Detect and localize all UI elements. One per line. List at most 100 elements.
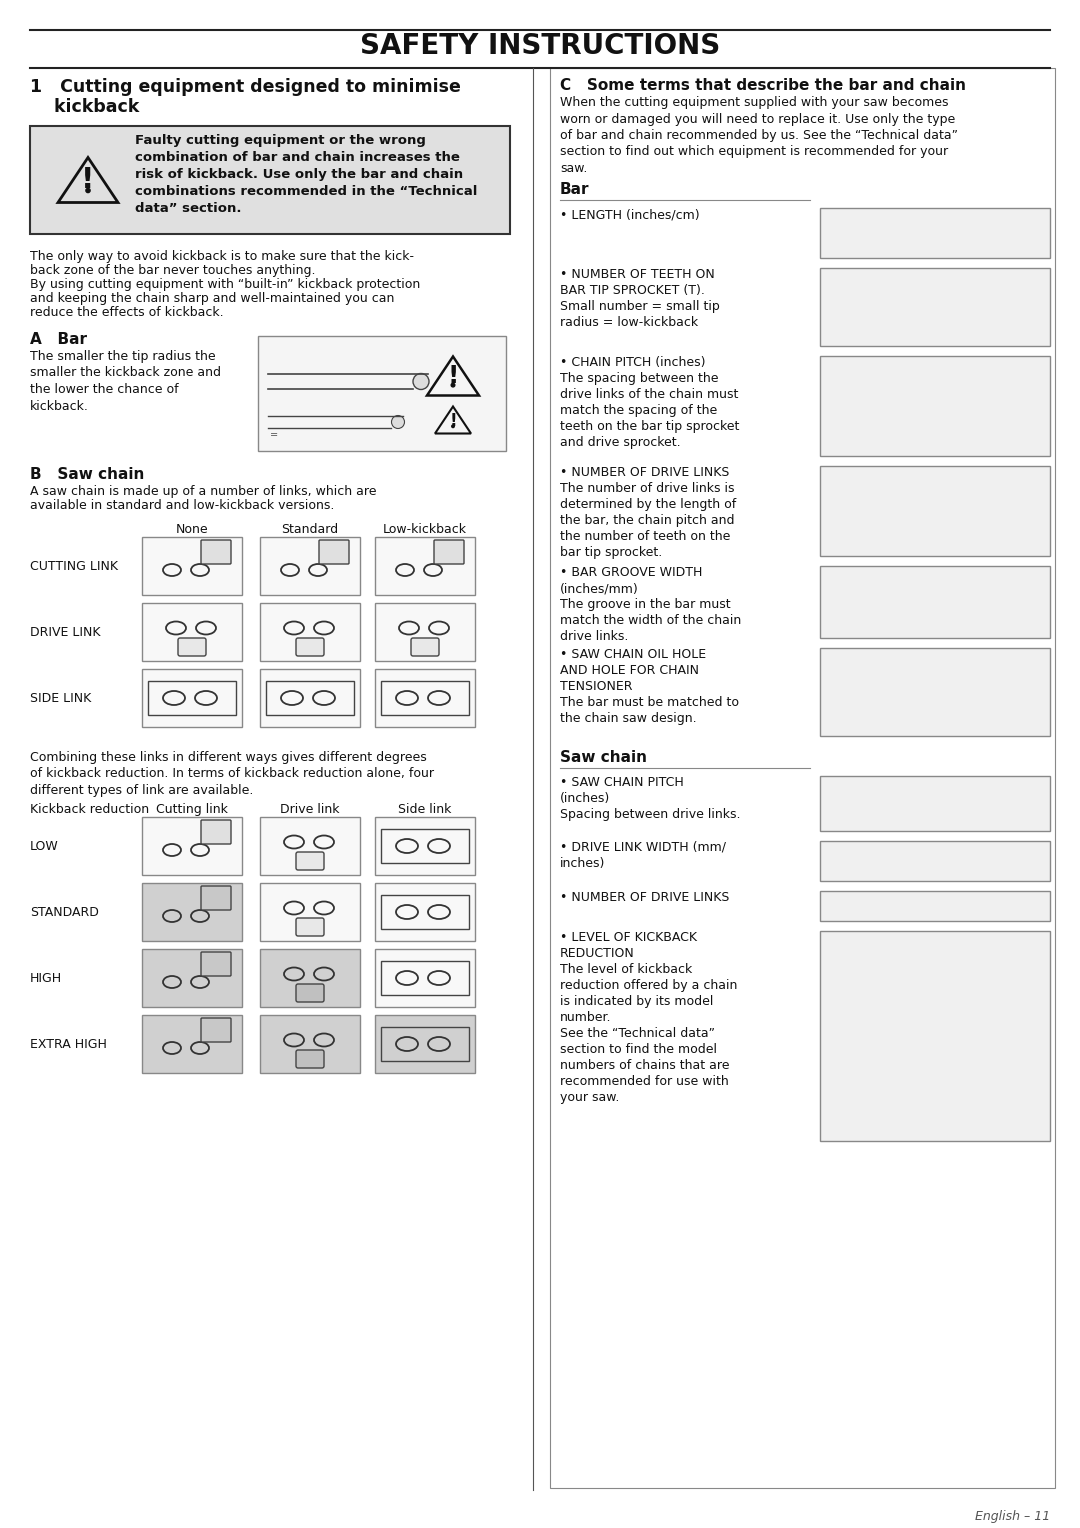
Bar bbox=[260, 1015, 360, 1073]
Text: Combining these links in different ways gives different degrees
of kickback redu: Combining these links in different ways … bbox=[30, 750, 434, 798]
Bar bbox=[381, 895, 469, 929]
Bar bbox=[375, 1015, 475, 1073]
FancyBboxPatch shape bbox=[296, 918, 324, 937]
Text: When the cutting equipment supplied with your saw becomes
worn or damaged you wi: When the cutting equipment supplied with… bbox=[561, 96, 958, 176]
Text: • LENGTH (inches/cm): • LENGTH (inches/cm) bbox=[561, 208, 700, 222]
FancyBboxPatch shape bbox=[296, 1050, 324, 1068]
Text: None: None bbox=[176, 523, 208, 536]
Text: Kickback reduction: Kickback reduction bbox=[30, 804, 149, 816]
Text: LOW: LOW bbox=[30, 839, 58, 853]
Text: • SAW CHAIN PITCH
(inches)
Spacing between drive links.: • SAW CHAIN PITCH (inches) Spacing betwe… bbox=[561, 776, 741, 821]
Bar bbox=[141, 536, 242, 594]
Bar bbox=[550, 69, 1055, 1488]
Text: Standard: Standard bbox=[282, 523, 338, 536]
Text: • DRIVE LINK WIDTH (mm/
inches): • DRIVE LINK WIDTH (mm/ inches) bbox=[561, 840, 726, 869]
Text: HIGH: HIGH bbox=[30, 972, 63, 984]
Bar bbox=[820, 208, 1050, 258]
Bar bbox=[820, 891, 1050, 921]
Text: Bar: Bar bbox=[561, 182, 590, 197]
Text: Drive link: Drive link bbox=[280, 804, 340, 816]
Text: reduce the effects of kickback.: reduce the effects of kickback. bbox=[30, 306, 224, 319]
Bar bbox=[260, 669, 360, 727]
Text: Low-kickback: Low-kickback bbox=[383, 523, 467, 536]
Text: Saw chain: Saw chain bbox=[561, 750, 647, 766]
FancyBboxPatch shape bbox=[296, 853, 324, 869]
Text: =: = bbox=[270, 429, 279, 440]
Text: Faulty cutting equipment or the wrong
combination of bar and chain increases the: Faulty cutting equipment or the wrong co… bbox=[135, 134, 477, 215]
FancyBboxPatch shape bbox=[201, 539, 231, 564]
Bar bbox=[141, 949, 242, 1007]
Bar bbox=[381, 961, 469, 995]
Text: 1   Cutting equipment designed to minimise: 1 Cutting equipment designed to minimise bbox=[30, 78, 461, 96]
Bar bbox=[266, 681, 354, 715]
Text: • NUMBER OF DRIVE LINKS: • NUMBER OF DRIVE LINKS bbox=[561, 891, 729, 905]
Bar bbox=[820, 466, 1050, 556]
Text: STANDARD: STANDARD bbox=[30, 906, 99, 918]
Text: !: ! bbox=[447, 364, 459, 388]
Text: EXTRA HIGH: EXTRA HIGH bbox=[30, 1038, 107, 1051]
Text: B   Saw chain: B Saw chain bbox=[30, 468, 145, 481]
FancyBboxPatch shape bbox=[434, 539, 464, 564]
Bar bbox=[148, 681, 237, 715]
FancyBboxPatch shape bbox=[201, 952, 231, 976]
Bar bbox=[260, 949, 360, 1007]
Bar bbox=[141, 1015, 242, 1073]
Bar bbox=[820, 267, 1050, 345]
Text: kickback: kickback bbox=[30, 98, 139, 116]
Circle shape bbox=[451, 425, 455, 428]
Text: SIDE LINK: SIDE LINK bbox=[30, 692, 91, 704]
Text: A saw chain is made up of a number of links, which are: A saw chain is made up of a number of li… bbox=[30, 484, 377, 498]
FancyBboxPatch shape bbox=[201, 1018, 231, 1042]
Text: and keeping the chain sharp and well-maintained you can: and keeping the chain sharp and well-mai… bbox=[30, 292, 394, 306]
Text: back zone of the bar never touches anything.: back zone of the bar never touches anyth… bbox=[30, 264, 315, 277]
Bar bbox=[260, 536, 360, 594]
Text: • NUMBER OF DRIVE LINKS
The number of drive links is
determined by the length of: • NUMBER OF DRIVE LINKS The number of dr… bbox=[561, 466, 737, 559]
Text: • SAW CHAIN OIL HOLE
AND HOLE FOR CHAIN
TENSIONER
The bar must be matched to
the: • SAW CHAIN OIL HOLE AND HOLE FOR CHAIN … bbox=[561, 648, 739, 724]
FancyBboxPatch shape bbox=[319, 539, 349, 564]
Text: • NUMBER OF TEETH ON
BAR TIP SPROCKET (T).
Small number = small tip
radius = low: • NUMBER OF TEETH ON BAR TIP SPROCKET (T… bbox=[561, 267, 719, 329]
Bar bbox=[375, 817, 475, 876]
Text: • LEVEL OF KICKBACK
REDUCTION
The level of kickback
reduction offered by a chain: • LEVEL OF KICKBACK REDUCTION The level … bbox=[561, 931, 738, 1105]
Text: English – 11: English – 11 bbox=[975, 1510, 1050, 1523]
FancyBboxPatch shape bbox=[201, 886, 231, 911]
Text: The smaller the tip radius the
smaller the kickback zone and
the lower the chanc: The smaller the tip radius the smaller t… bbox=[30, 350, 221, 413]
Text: DRIVE LINK: DRIVE LINK bbox=[30, 625, 100, 639]
Bar bbox=[141, 669, 242, 727]
Text: A   Bar: A Bar bbox=[30, 332, 87, 347]
Bar bbox=[820, 931, 1050, 1141]
Bar bbox=[820, 776, 1050, 831]
Bar bbox=[820, 840, 1050, 882]
Bar bbox=[260, 883, 360, 941]
Circle shape bbox=[451, 384, 455, 387]
Circle shape bbox=[413, 373, 429, 390]
Text: C   Some terms that describe the bar and chain: C Some terms that describe the bar and c… bbox=[561, 78, 966, 93]
Bar bbox=[375, 669, 475, 727]
Bar bbox=[260, 817, 360, 876]
Bar bbox=[375, 604, 475, 662]
Bar bbox=[381, 681, 469, 715]
Text: Cutting link: Cutting link bbox=[157, 804, 228, 816]
FancyBboxPatch shape bbox=[296, 639, 324, 656]
Circle shape bbox=[86, 188, 90, 193]
Bar bbox=[30, 125, 510, 234]
Text: !: ! bbox=[449, 413, 457, 429]
Bar bbox=[141, 817, 242, 876]
Text: • BAR GROOVE WIDTH
(inches/mm)
The groove in the bar must
match the width of the: • BAR GROOVE WIDTH (inches/mm) The groov… bbox=[561, 565, 741, 643]
Text: SAFETY INSTRUCTIONS: SAFETY INSTRUCTIONS bbox=[360, 32, 720, 60]
Bar bbox=[375, 949, 475, 1007]
Bar bbox=[260, 604, 360, 662]
Text: The only way to avoid kickback is to make sure that the kick-: The only way to avoid kickback is to mak… bbox=[30, 251, 414, 263]
Text: • CHAIN PITCH (inches)
The spacing between the
drive links of the chain must
mat: • CHAIN PITCH (inches) The spacing betwe… bbox=[561, 356, 740, 449]
Text: Side link: Side link bbox=[399, 804, 451, 816]
Bar bbox=[375, 536, 475, 594]
Text: CUTTING LINK: CUTTING LINK bbox=[30, 559, 118, 573]
Bar bbox=[381, 1027, 469, 1060]
FancyBboxPatch shape bbox=[201, 821, 231, 843]
FancyBboxPatch shape bbox=[411, 639, 438, 656]
Bar bbox=[141, 604, 242, 662]
Bar bbox=[141, 883, 242, 941]
Circle shape bbox=[391, 416, 405, 428]
Text: available in standard and low-kickback versions.: available in standard and low-kickback v… bbox=[30, 500, 335, 512]
FancyBboxPatch shape bbox=[178, 639, 206, 656]
Bar bbox=[820, 648, 1050, 736]
